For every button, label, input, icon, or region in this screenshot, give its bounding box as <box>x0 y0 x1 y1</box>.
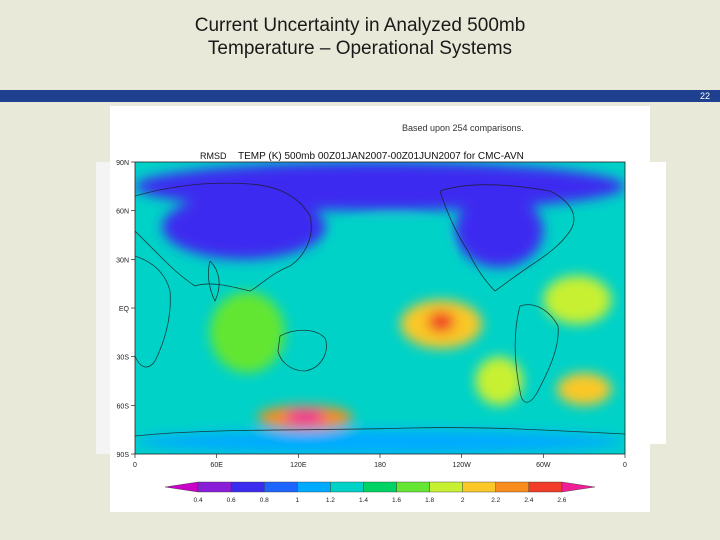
colorbar-segment <box>429 481 463 493</box>
colorbar-level-label: 2.6 <box>557 497 566 504</box>
slide-title-line1: Current Uncertainty in Analyzed 500mb <box>194 15 526 36</box>
coastline-india <box>207 260 220 302</box>
colorbar-level-label: 0.8 <box>260 497 269 504</box>
colorbar: 0.4 0.6 0.8 1 1.2 1.4 1.6 1.8 2 2.2 2.4 2.6 <box>164 481 596 504</box>
x-tick-label: 60W <box>536 462 551 469</box>
x-tick-label: 0 <box>623 462 627 469</box>
slide-number: 22 <box>699 91 710 101</box>
colorbar-segment <box>528 481 563 493</box>
coastline-antarctica <box>135 427 625 437</box>
heatmap-field <box>135 162 625 454</box>
colorbar-level-label: 1.8 <box>425 497 434 504</box>
coastline-africa <box>135 255 171 368</box>
heatmap-region-12 <box>135 429 625 454</box>
colorbar-level-label: 2.2 <box>491 497 500 504</box>
colorbar-segment <box>495 481 530 493</box>
colorbar-level-label: 1.2 <box>326 497 335 504</box>
colorbar-segment <box>297 481 331 493</box>
rmsd-heatmap-chart: Based upon 254 comparisons. TEMP (K) 500… <box>98 123 627 504</box>
slide-title-line2: Temperature – Operational Systems <box>207 38 513 59</box>
x-tick-label: 120E <box>290 462 307 469</box>
x-axis-ticks: 0 60E 120E 180 120W 60W 0 <box>133 454 627 469</box>
y-tick-label: 30N <box>116 257 129 264</box>
colorbar-level-label: 1.6 <box>392 497 401 504</box>
heatmap-region-10 <box>209 291 285 373</box>
heatmap-region-9 <box>284 410 326 425</box>
y-tick-label: 60N <box>116 209 129 216</box>
heatmap-region-1 <box>162 194 326 260</box>
colorbar-segment <box>363 481 397 493</box>
heatmap-region-7 <box>556 372 612 406</box>
x-tick-label: 60E <box>210 462 223 469</box>
colorbar-segment <box>462 481 496 493</box>
underlying-figure-right-edge <box>648 162 666 444</box>
coastline-australia <box>277 329 327 372</box>
heatmap-region-5 <box>427 311 455 333</box>
y-tick-label: 60S <box>117 403 130 410</box>
colorbar-segment <box>561 481 596 493</box>
colorbar-segment <box>230 481 265 493</box>
coastline-south-america <box>514 304 559 403</box>
x-tick-label: 120W <box>453 462 472 469</box>
colorbar-level-label: 2 <box>461 497 465 504</box>
colorbar-level-label: 1 <box>295 497 299 504</box>
heatmap-region-3 <box>339 218 449 276</box>
y-axis-ticks: 90N 60N 30N EQ 30S 60S 90S <box>116 160 135 459</box>
colorbar-segment <box>197 481 232 493</box>
slide-title: Current Uncertainty in Analyzed 500mb Te… <box>0 14 720 60</box>
y-tick-label: 90N <box>116 160 129 167</box>
underlying-figure-left-edge <box>96 162 112 454</box>
colorbar-level-label: 0.4 <box>194 497 203 504</box>
colorbar-level-label: 2.4 <box>524 497 533 504</box>
colorbar-level-label: 0.6 <box>227 497 236 504</box>
colorbar-segment <box>264 481 298 493</box>
heatmap-region-11 <box>543 275 612 325</box>
chart-figure: Based upon 254 comparisons. TEMP (K) 500… <box>98 106 650 512</box>
y-tick-label: 90S <box>117 452 130 459</box>
x-tick-label: 0 <box>133 462 137 469</box>
y-tick-label: 30S <box>117 355 130 362</box>
coastline-north-america <box>439 184 575 292</box>
x-tick-label: 180 <box>374 462 386 469</box>
header-band <box>0 90 720 102</box>
chart-title: TEMP (K) 500mb 00Z01JAN2007-00Z01JUN2007… <box>238 151 524 162</box>
annotation-text: Based upon 254 comparisons. <box>402 123 524 133</box>
heatmap-features <box>135 162 625 454</box>
heatmap-region-6 <box>475 356 523 406</box>
heatmap-region-2 <box>454 194 544 268</box>
colorbar-level-label: 1.4 <box>359 497 368 504</box>
y-tick-label: EQ <box>119 306 130 313</box>
colorbar-segment <box>330 481 364 493</box>
coastline-outlines <box>135 182 625 437</box>
coastline-eurasia <box>135 182 312 292</box>
rmsd-label: RMSD <box>200 151 227 161</box>
colorbar-segment <box>164 481 199 493</box>
colorbar-segment <box>396 481 430 493</box>
